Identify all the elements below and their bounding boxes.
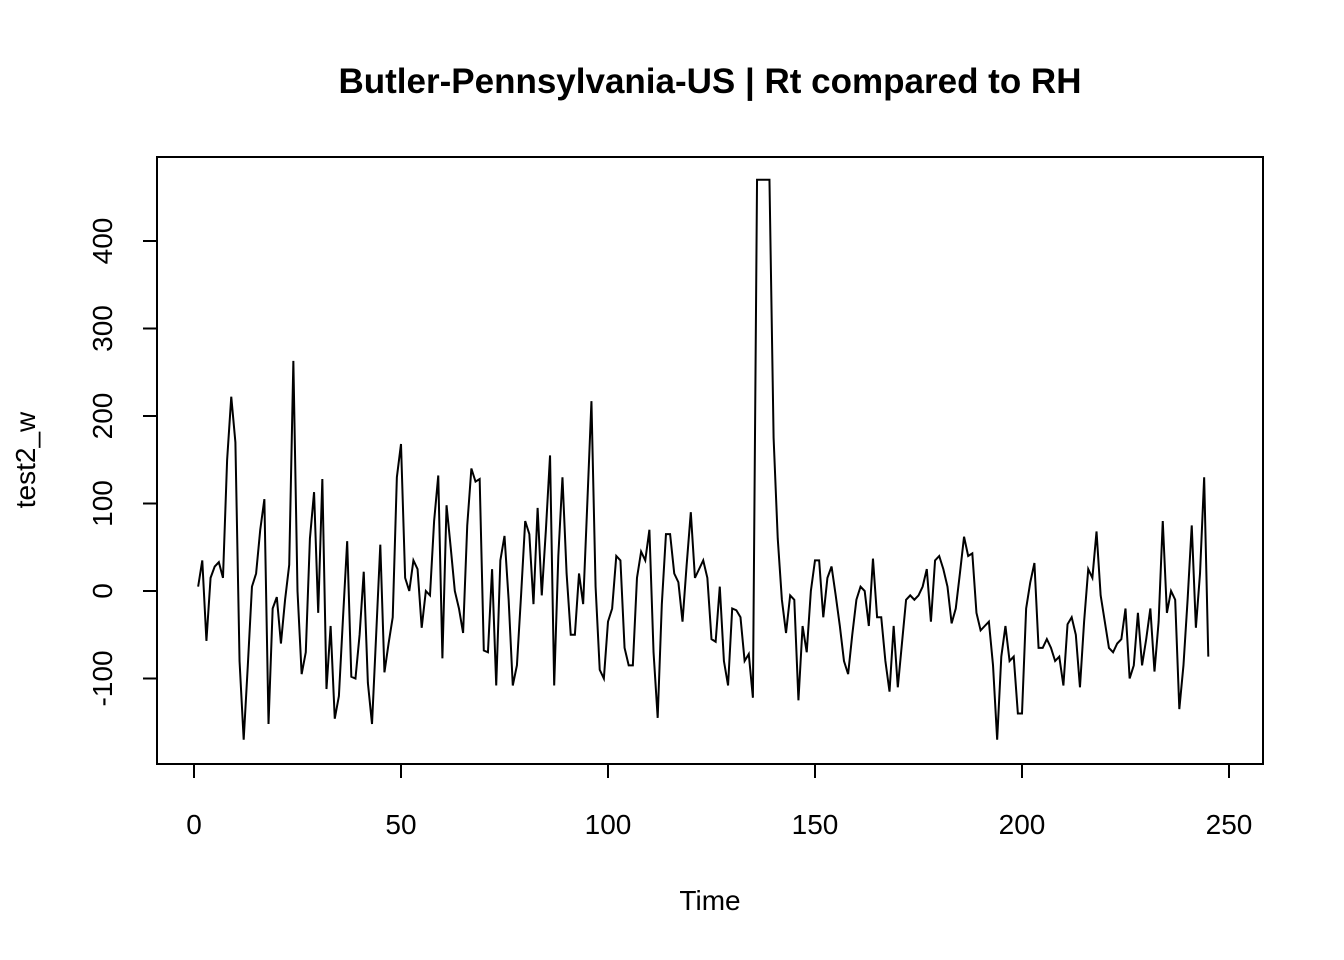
- y-tick-label: 100: [87, 480, 118, 527]
- series-line-test2-w: [197, 178, 1210, 740]
- y-tick-label: 200: [87, 393, 118, 440]
- y-tick-label: 300: [87, 305, 118, 352]
- y-tick-label: 400: [87, 218, 118, 265]
- x-tick-label: 100: [585, 809, 632, 840]
- y-tick-label: 0: [87, 583, 118, 599]
- x-tick-label: 50: [385, 809, 416, 840]
- y-axis: -100 0 100 200 300 400: [87, 218, 158, 707]
- y-tick-label: -100: [87, 650, 118, 706]
- x-axis: 0 50 100 150 200 250: [186, 763, 1253, 840]
- chart-title: Butler-Pennsylvania-US | Rt compared to …: [339, 62, 1082, 101]
- x-tick-label: 200: [999, 809, 1046, 840]
- x-axis-label: Time: [679, 885, 740, 916]
- x-tick-label: 0: [186, 809, 202, 840]
- plot-frame: [156, 156, 1264, 765]
- x-tick-label: 250: [1206, 809, 1253, 840]
- y-axis-label: test2_w: [10, 411, 41, 508]
- x-tick-label: 150: [792, 809, 839, 840]
